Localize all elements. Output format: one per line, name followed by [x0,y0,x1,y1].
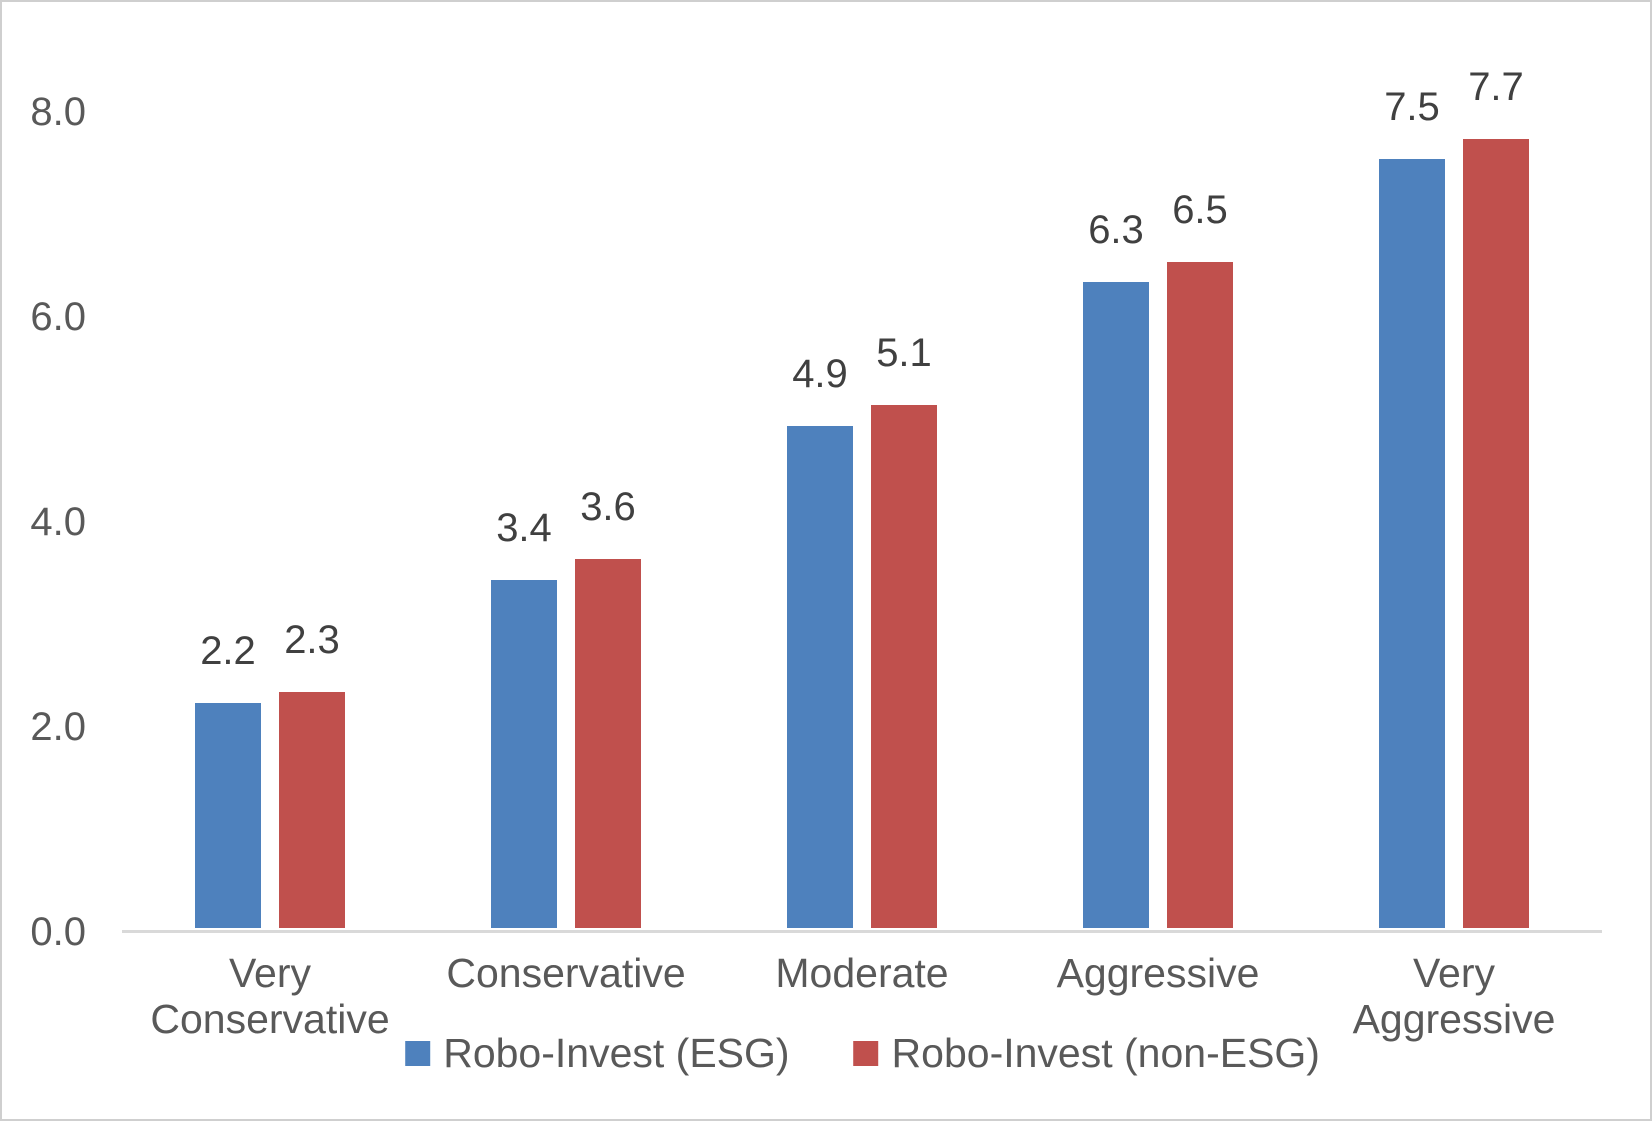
data-label: 2.3 [284,618,340,663]
data-label: 4.9 [792,351,848,396]
data-label: 3.6 [580,485,636,529]
data-label: 7.7 [1468,64,1524,109]
data-label: 2.2 [200,628,256,673]
bar-esg-3 [787,425,853,928]
category-label: Very Aggressive [1352,950,1556,1042]
legend-swatch-icon [853,1041,879,1066]
category-label: Very Conservative [150,950,390,1042]
legend-item-esg: Robo-Invest (ESG) [405,1030,790,1077]
y-axis-tick-label: 0.0 [30,910,86,954]
y-axis-tick-label: 2.0 [30,705,86,749]
legend-swatch-icon [405,1041,431,1066]
data-label: 6.5 [1172,187,1228,232]
bar-non-esg-1 [279,692,345,928]
y-axis-tick-label: 6.0 [30,295,86,339]
legend: Robo-Invest (ESG) Robo-Invest (non-ESG) [405,1030,1320,1077]
bar-non-esg-3 [871,405,937,928]
bar-esg-4 [1083,282,1149,928]
legend-label: Robo-Invest (non-ESG) [891,1030,1320,1076]
bar-non-esg-5 [1463,138,1529,928]
bar-non-esg-4 [1167,261,1233,928]
bar-esg-2 [491,579,557,928]
y-axis-tick-label: 8.0 [30,90,86,134]
data-label: 6.3 [1088,208,1144,253]
category-label: Aggressive [1056,950,1260,996]
legend-label: Robo-Invest (ESG) [443,1030,790,1076]
category-label: Moderate [775,950,949,996]
bar-non-esg-2 [575,559,641,928]
data-label: 3.4 [496,505,552,550]
data-label: 5.1 [876,331,932,376]
category-label: Conservative [446,950,686,996]
bar-esg-5 [1379,159,1445,928]
data-label: 7.5 [1384,85,1440,130]
bar-esg-1 [195,702,261,928]
legend-item-non-esg: Robo-Invest (non-ESG) [853,1030,1320,1077]
y-axis-tick-label: 4.0 [30,500,86,544]
x-axis-line [122,930,1602,933]
